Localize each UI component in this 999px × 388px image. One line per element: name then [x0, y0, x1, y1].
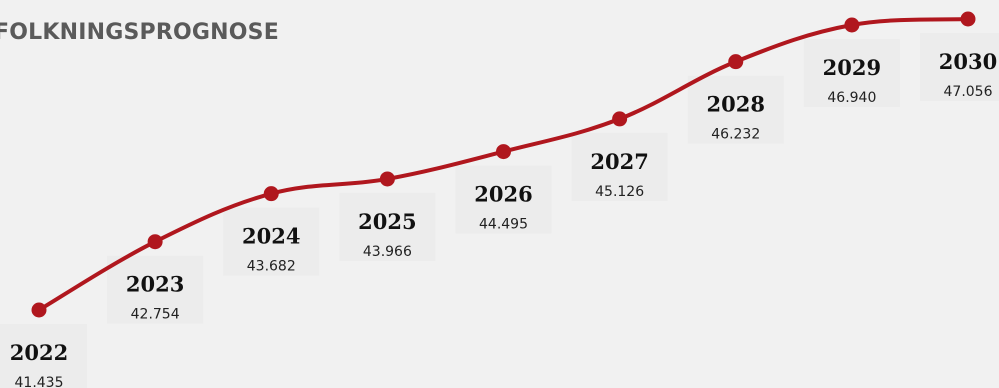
year-label: 2023 [126, 272, 184, 297]
data-point-marker [612, 111, 628, 127]
value-label: 44.495 [479, 217, 528, 233]
data-labels: 2022 41.435 2023 42.754 2024 43.682 2025 43.966… [10, 49, 997, 388]
year-label: 2028 [707, 92, 765, 117]
value-label: 46.940 [827, 90, 876, 106]
label-panel [223, 207, 320, 276]
data-point-marker [728, 54, 744, 70]
value-label: 45.126 [595, 184, 644, 200]
year-label: 2030 [939, 49, 997, 74]
label-panels [0, 33, 999, 388]
year-label: 2022 [10, 340, 68, 365]
label-panel [803, 39, 900, 108]
year-label: 2027 [590, 149, 648, 174]
label-panel [920, 33, 999, 101]
year-label: 2029 [823, 55, 881, 80]
year-label: 2025 [358, 209, 416, 234]
label-panel [571, 132, 668, 201]
chart-title: FOLKNINGSPROGNOSE [0, 20, 279, 45]
data-point-marker [844, 17, 860, 33]
label-panel [107, 255, 204, 324]
value-label: 42.754 [131, 307, 180, 323]
data-point-marker [379, 171, 395, 187]
label-panel [339, 192, 436, 261]
year-label: 2026 [474, 182, 532, 207]
data-point-marker [31, 302, 47, 318]
value-label: 47.056 [944, 84, 993, 100]
year-label: 2024 [242, 224, 300, 249]
data-point-marker [263, 186, 279, 202]
data-point-marker [496, 144, 511, 160]
data-markers [31, 11, 976, 318]
value-label: 41.435 [15, 375, 64, 388]
data-point-marker [960, 11, 976, 27]
data-point-marker [147, 234, 163, 250]
label-panel [455, 165, 552, 234]
value-label: 43.966 [363, 244, 412, 260]
value-label: 43.682 [247, 259, 296, 275]
value-label: 46.232 [711, 127, 760, 143]
label-panel [687, 75, 784, 144]
label-panel [0, 324, 87, 388]
